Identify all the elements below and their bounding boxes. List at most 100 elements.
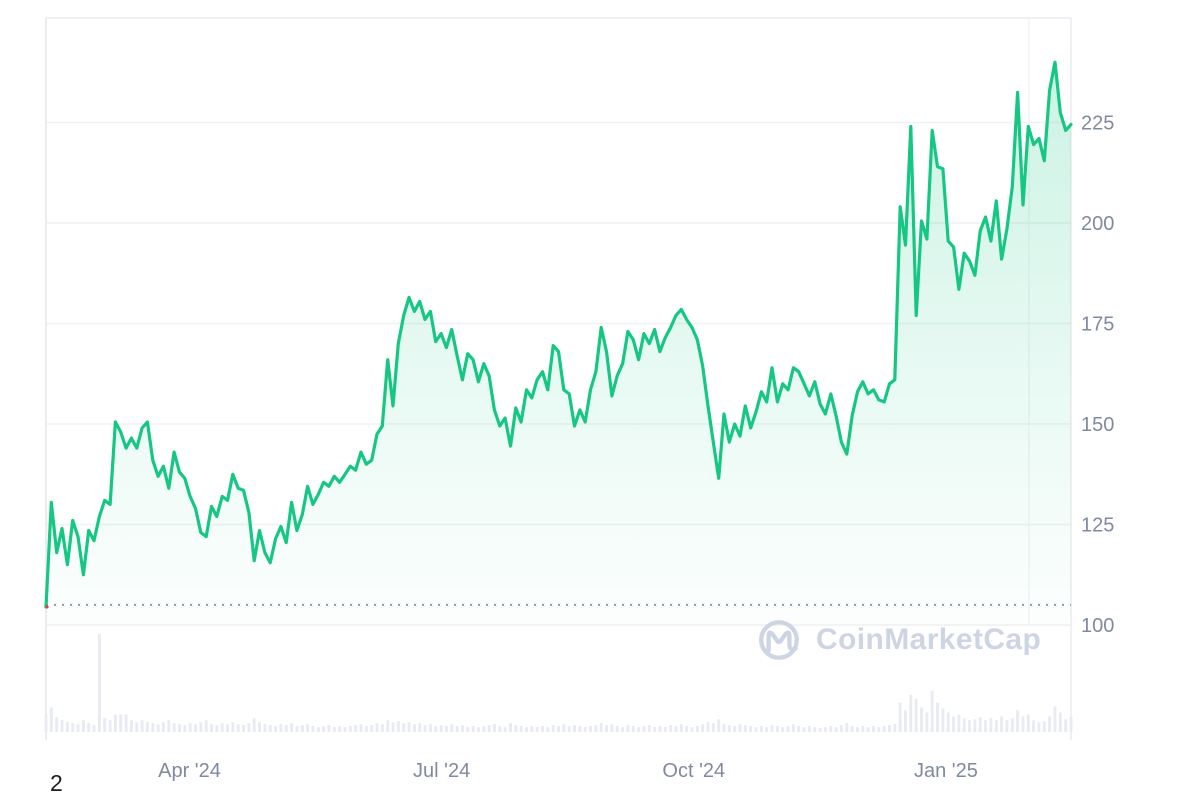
volume-bar <box>343 727 347 732</box>
volume-bar <box>396 721 400 732</box>
series-start-marker <box>45 605 49 609</box>
volume-bar <box>1069 717 1073 732</box>
volume-bar <box>1005 720 1009 732</box>
volume-bar <box>754 727 758 732</box>
volume-bar <box>594 725 598 732</box>
volume-bar <box>621 727 625 732</box>
volume-bar <box>1032 720 1036 732</box>
volume-bar <box>268 725 272 732</box>
volume-bar <box>583 727 587 732</box>
volume-bar <box>199 722 203 732</box>
volume-bar <box>242 725 245 732</box>
volume-bar <box>786 726 790 732</box>
volume-bar <box>525 727 528 732</box>
y-axis-tick-label: 125 <box>1081 515 1114 537</box>
volume-bar <box>727 725 731 732</box>
volume-bar <box>829 726 833 732</box>
volume-bar <box>669 725 673 732</box>
volume-bar <box>557 726 560 732</box>
volume-bar <box>428 724 432 732</box>
volume-bar <box>802 727 806 732</box>
volume-bar <box>781 727 785 732</box>
volume-bar <box>1000 716 1004 732</box>
volume-bar <box>370 725 374 732</box>
volume-bar <box>498 726 502 732</box>
volume-bar <box>759 726 763 732</box>
volume-bar <box>962 718 966 732</box>
volume-bar <box>167 720 171 732</box>
volume-bar <box>952 716 956 732</box>
volume-bar <box>482 726 486 732</box>
volume-bar <box>76 724 80 732</box>
plot-hover-surface[interactable] <box>46 18 1071 740</box>
volume-bar <box>252 718 256 732</box>
volume-bar <box>605 725 608 732</box>
volume-bar <box>717 719 721 732</box>
y-axis-tick-label: 200 <box>1081 213 1114 235</box>
volume-bar <box>215 725 219 732</box>
x-axis-tick-label: Apr '24 <box>158 760 221 782</box>
volume-bar <box>151 723 155 732</box>
volume-bar <box>322 726 326 732</box>
volume-bar <box>599 723 603 732</box>
volume-bar <box>679 724 683 732</box>
volume-bar <box>514 725 518 732</box>
volume-bar <box>87 723 91 732</box>
volume-bar <box>135 722 139 732</box>
volume-bar <box>535 727 539 732</box>
volume-bar <box>685 726 689 732</box>
volume-bar <box>839 725 843 732</box>
volume-bar <box>503 727 507 732</box>
volume-bar <box>1048 716 1052 732</box>
volume-bar <box>813 727 817 732</box>
volume-bar <box>1016 710 1020 732</box>
volume-bar <box>946 712 950 732</box>
volume-bar <box>850 726 854 732</box>
volume-bar <box>706 722 710 732</box>
y-axis-tick-label: 175 <box>1081 314 1114 336</box>
volume-bar <box>284 725 288 732</box>
volume-bar <box>274 726 278 732</box>
volume-bar <box>1021 716 1025 732</box>
volume-bar <box>530 726 534 732</box>
volume-bar <box>71 723 75 732</box>
volume-bar <box>300 725 304 732</box>
volume-bar <box>92 725 96 732</box>
volume-bar <box>444 726 448 732</box>
volume-bar <box>573 725 576 732</box>
volume-bar <box>119 714 123 732</box>
volume-bar <box>466 727 470 732</box>
volume-bar <box>509 723 512 732</box>
volume-bar <box>439 725 443 732</box>
y-axis-tick-label: 100 <box>1081 615 1114 637</box>
volume-bar <box>877 727 881 732</box>
volume-bar <box>941 708 945 732</box>
volume-bar <box>674 726 678 732</box>
volume-bar <box>423 725 427 732</box>
volume-bar <box>562 724 566 732</box>
volume-bar <box>551 725 555 732</box>
page-number: 2 <box>50 770 63 796</box>
volume-bar <box>226 724 229 732</box>
volume-bar <box>418 723 422 732</box>
volume-bar <box>733 726 737 732</box>
volume-bar <box>567 726 571 732</box>
volume-bar <box>55 717 59 732</box>
volume-bar <box>380 724 384 732</box>
volume-bar <box>973 719 977 732</box>
volume-bar <box>1037 722 1041 732</box>
volume-bar <box>909 694 913 732</box>
volume-bar <box>695 726 699 732</box>
volume-bar <box>653 727 657 732</box>
volume-bar <box>920 707 923 732</box>
volume-bar <box>834 727 838 732</box>
volume-bar <box>519 726 523 732</box>
volume-bar <box>338 726 342 732</box>
volume-bar <box>386 720 390 732</box>
volume-bar <box>914 698 918 732</box>
volume-bar <box>311 726 315 732</box>
volume-bar <box>893 724 897 732</box>
volume-bar <box>546 727 550 732</box>
volume-bar <box>861 726 865 732</box>
